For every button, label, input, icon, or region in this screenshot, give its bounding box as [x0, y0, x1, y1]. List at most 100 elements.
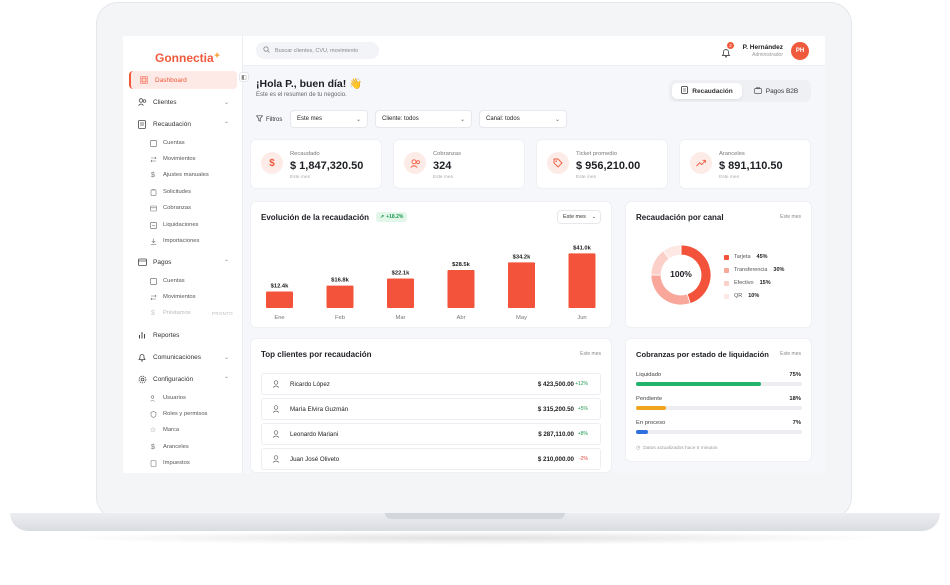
card-period: Este mes: [780, 351, 801, 357]
sidebar-subitem-impuestos[interactable]: Impuestos: [149, 456, 239, 470]
bar-may[interactable]: [508, 262, 535, 308]
sidebar-subitem-label: Cobranzas: [163, 205, 192, 211]
sidebar-subitem-label: Cuentas: [163, 278, 185, 284]
sidebar-subitem-pagos-movimientos[interactable]: Movimientos: [149, 290, 239, 304]
bar-mar[interactable]: [387, 278, 414, 308]
sidebar-collapse-button[interactable]: ◧: [239, 72, 249, 82]
chevron-up-icon: ⌃: [223, 121, 229, 128]
kpi-period: Este mes: [576, 175, 596, 180]
top-clients-card: Top clientes por recaudación Este mes Ri…: [250, 338, 612, 473]
sidebar-subitem-label: Importaciones: [163, 238, 200, 244]
coming-soon-tag: PRONTO: [212, 310, 233, 316]
sidebar-item-pagos[interactable]: Pagos ⌃: [129, 253, 237, 271]
user-icon: [272, 455, 282, 463]
channel-select[interactable]: Canal: todos ⌄: [479, 110, 567, 128]
sidebar-subitem-aranceles[interactable]: $ Aranceles: [149, 440, 239, 454]
client-delta: +12%: [575, 381, 588, 387]
client-delta: +8%: [577, 431, 588, 437]
laptop-base: [10, 513, 940, 531]
brand-logo[interactable]: Gonnectia✦: [155, 51, 221, 65]
sidebar-subitem-solicitudes[interactable]: Solicitudes: [149, 185, 239, 199]
x-tick-label: Feb: [335, 315, 345, 321]
donut-slice-qr[interactable]: [662, 244, 682, 260]
kpi-card-aranceles[interactable]: Aranceles $ 891,110.50 Este mes: [679, 139, 811, 189]
card-title: Top clientes por recaudación: [261, 350, 372, 359]
progress-label: Liquidado: [636, 372, 662, 378]
page-subtitle: Este es el resumen de tu negocio.: [256, 92, 347, 98]
client-amount: $ 423,500.00: [537, 380, 574, 388]
sidebar-subitem-ajustes[interactable]: $ Ajustes manuales: [149, 168, 239, 182]
tag-icon: [547, 152, 569, 174]
sidebar-item-clientes[interactable]: Clientes ⌄: [129, 93, 237, 111]
bar-abr[interactable]: [447, 270, 475, 308]
bar-data-label: $16.8k: [331, 278, 350, 284]
sidebar-subitem-importaciones[interactable]: Importaciones: [149, 234, 239, 248]
bar-jun[interactable]: [568, 253, 596, 308]
tab-recaudacion[interactable]: Recaudación: [672, 83, 742, 99]
kpi-label: Aranceles: [719, 151, 745, 157]
sidebar-subitem-cuentas[interactable]: Cuentas: [149, 136, 239, 150]
sidebar-subitem-pagos-cuentas[interactable]: Cuentas: [149, 274, 239, 288]
legend-item-qr: QR 10%: [724, 291, 759, 301]
sidebar-item-recaudacion[interactable]: Recaudación ⌃: [129, 115, 237, 133]
kpi-value: $ 891,110.50: [719, 160, 783, 172]
sidebar-item-reportes[interactable]: Reportes: [129, 326, 237, 344]
sidebar-item-label: Configuración: [153, 375, 194, 383]
table-row[interactable]: Leonardo Mariani $ 287,110.00 +8%: [261, 423, 601, 445]
progress-bar-liquidado: [636, 382, 802, 386]
avatar[interactable]: PH: [791, 42, 809, 60]
sidebar-subitem-movimientos[interactable]: Movimientos: [149, 152, 239, 166]
sidebar-item-configuracion[interactable]: Configuración ⌃: [129, 370, 237, 388]
user-icon: [272, 430, 282, 438]
laptop-shadow: [60, 531, 890, 545]
sidebar-item-comunicaciones[interactable]: Comunicaciones ⌄: [129, 348, 237, 366]
progress-bar-en-proceso: [636, 430, 802, 434]
receipt-icon: [149, 459, 157, 467]
sidebar-item-dashboard[interactable]: Dashboard: [129, 71, 237, 89]
kpi-period: Este mes: [433, 175, 453, 180]
donut-chart: [650, 244, 712, 306]
chevron-down-icon: ⌄: [459, 116, 465, 123]
table-row[interactable]: María Elvira Guzmán $ 315,200.50 +5%: [261, 398, 601, 420]
card-title: Evolución de la recaudación: [261, 213, 370, 222]
sidebar-subitem-liquidaciones[interactable]: Liquidaciones: [149, 218, 239, 232]
bell-icon: [137, 352, 147, 362]
progress-label: En proceso: [636, 420, 666, 426]
bar-ene[interactable]: [266, 291, 293, 308]
progress-bar-pendiente: [636, 406, 802, 410]
sidebar-subitem-label: Marca: [163, 427, 180, 433]
trend-up-icon: ↗: [380, 214, 385, 220]
wallet-icon: [137, 257, 147, 267]
sidebar-subitem-marca[interactable]: ☆ Marca: [149, 423, 239, 437]
table-row[interactable]: Ricardo López $ 423,500.00 +12%: [261, 373, 601, 395]
chart-period-select[interactable]: Este mes ⌄: [557, 210, 601, 224]
sidebar-item-label: Reportes: [153, 331, 180, 339]
x-tick-label: Jun: [577, 315, 586, 321]
trend-badge: ↗ +18.2%: [376, 212, 408, 222]
kpi-card-recaudado[interactable]: $ Recaudado $ 1,847,320.50 Este mes: [250, 139, 382, 189]
bar-chart: $12.4k Ene $16.8k Feb $22.1k Mar $28.5k Abr $34.…: [266, 245, 596, 321]
client-select[interactable]: Cliente: todos ⌄: [375, 110, 472, 128]
dollar-icon: $: [151, 309, 155, 317]
notifications-bell-icon[interactable]: [721, 45, 731, 58]
bar-feb[interactable]: [326, 285, 354, 308]
kpi-card-cobranzas[interactable]: Cobranzas 324 Este mes: [393, 139, 525, 189]
kpi-card-ticket[interactable]: Ticket promedio $ 956,210.00 Este mes: [536, 139, 668, 189]
sidebar-subitem-label: Movimientos: [163, 156, 196, 162]
donut-slice-transferencia[interactable]: [650, 274, 691, 306]
document-icon: [149, 221, 157, 229]
filters-label: Filtros: [255, 115, 282, 124]
user-icon: [272, 405, 282, 413]
page-title: ¡Hola P., buen día! 👋: [256, 78, 363, 90]
card-title: Recaudación por canal: [636, 213, 724, 222]
search-input[interactable]: Buscar clientes, CVU, movimiento: [256, 42, 379, 59]
period-select[interactable]: Este mes ⌄: [290, 110, 368, 128]
legend-swatch: [724, 254, 729, 260]
sidebar: Gonnectia✦ Dashboard Clientes ⌄ Recaudac…: [123, 36, 243, 473]
sidebar-subitem-roles[interactable]: Roles y permisos: [149, 407, 239, 421]
sidebar-subitem-usuarios[interactable]: Usuarios: [149, 391, 239, 405]
sidebar-subitem-cobranzas[interactable]: Cobranzas: [149, 201, 239, 215]
table-row[interactable]: Juan José Oliveto $ 210,000.00 -2%: [261, 448, 601, 470]
tab-pagos-b2b[interactable]: Pagos B2B: [744, 83, 808, 99]
user-name[interactable]: P. Hernández: [742, 44, 783, 51]
